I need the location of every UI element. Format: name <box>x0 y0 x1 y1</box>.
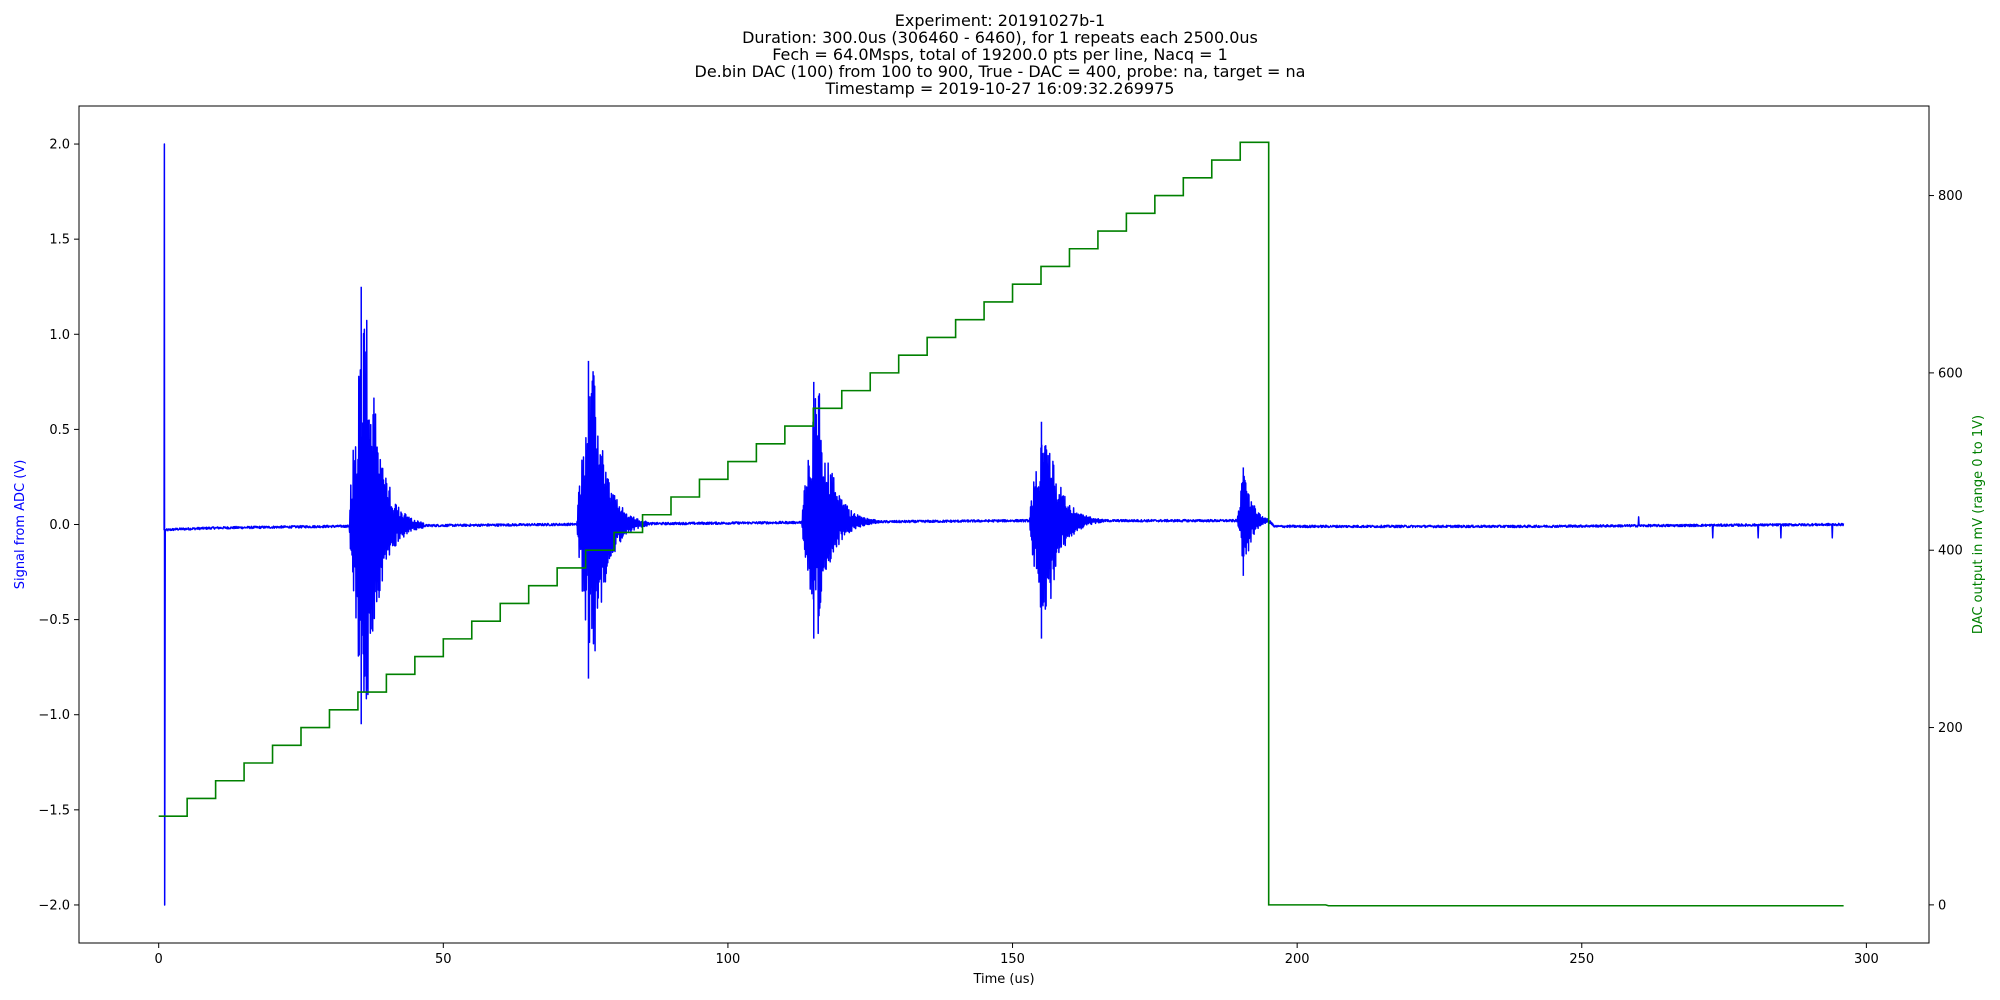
x-axis-label: Time (us) <box>972 972 1034 987</box>
x-tick-label: 250 <box>1569 952 1594 967</box>
y-right-tick-label: 800 <box>1938 189 1963 204</box>
y-left-tick-label: 1.5 <box>49 233 70 248</box>
y-right-tick-label: 400 <box>1938 544 1963 559</box>
y-right-tick-label: 0 <box>1938 898 1946 913</box>
x-tick-label: 200 <box>1285 952 1310 967</box>
title-line-4: De.bin DAC (100) from 100 to 900, True -… <box>694 62 1306 81</box>
dac-layer <box>158 141 1844 907</box>
y-left-tick-label: 2.0 <box>49 138 70 153</box>
title-line-1: Experiment: 20191027b-1 <box>894 11 1106 30</box>
y-left-tick-label: −1.0 <box>38 708 70 723</box>
y-axis-right: 0 200 400 600 800 <box>1929 189 1963 913</box>
y-left-tick-label: −2.0 <box>38 898 70 913</box>
y-left-tick-label: 0.5 <box>49 423 70 438</box>
x-tick-label: 150 <box>1000 952 1025 967</box>
y-left-tick-label: −1.5 <box>38 803 70 818</box>
y-left-tick-label: 0.0 <box>49 518 70 533</box>
y-left-tick-label: −0.5 <box>38 613 70 628</box>
y-axis-left-label: Signal from ADC (V) <box>13 460 28 590</box>
y-axis-right-label: DAC output in mV (range 0 to 1V) <box>1971 415 1986 634</box>
title-line-5: Timestamp = 2019-10-27 16:09:32.269975 <box>825 79 1175 98</box>
y-right-tick-label: 200 <box>1938 721 1963 736</box>
x-tick-label: 50 <box>435 952 452 967</box>
x-axis: 0 50 100 150 200 250 300 <box>155 943 1879 967</box>
x-tick-label: 300 <box>1854 952 1879 967</box>
title-line-3: Fech = 64.0Msps, total of 19200.0 pts pe… <box>772 45 1228 64</box>
chart-title: Experiment: 20191027b-1 Duration: 300.0u… <box>0 12 2000 97</box>
dac-series-line <box>158 141 1844 907</box>
signal-series-line <box>163 143 1845 906</box>
x-tick-label: 0 <box>155 952 163 967</box>
y-left-tick-label: 1.0 <box>49 328 70 343</box>
y-right-tick-label: 600 <box>1938 366 1963 381</box>
x-tick-label: 100 <box>716 952 741 967</box>
title-line-2: Duration: 300.0us (306460 - 6460), for 1… <box>742 28 1258 47</box>
y-axis-left: −2.0 −1.5 −1.0 −0.5 0.0 0.5 1.0 1.5 2.0 <box>38 138 79 913</box>
signal-layer <box>163 143 1845 906</box>
